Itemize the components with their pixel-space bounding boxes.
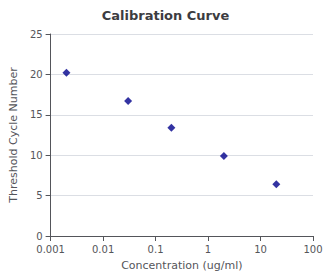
svg-text:100: 100 [303, 244, 322, 255]
svg-text:10: 10 [30, 150, 43, 161]
svg-text:0.001: 0.001 [36, 244, 65, 255]
svg-text:Concentration (ug/ml): Concentration (ug/ml) [121, 259, 242, 272]
svg-text:0: 0 [36, 231, 42, 242]
svg-text:Threshold Cycle Number: Threshold Cycle Number [7, 67, 20, 204]
svg-text:0.01: 0.01 [92, 244, 114, 255]
svg-text:0.1: 0.1 [148, 244, 164, 255]
svg-text:20: 20 [30, 69, 43, 80]
svg-text:25: 25 [30, 29, 43, 40]
svg-text:10: 10 [254, 244, 267, 255]
svg-text:Calibration Curve: Calibration Curve [102, 8, 230, 23]
svg-text:5: 5 [36, 190, 42, 201]
svg-text:1: 1 [205, 244, 211, 255]
svg-text:15: 15 [30, 109, 43, 120]
